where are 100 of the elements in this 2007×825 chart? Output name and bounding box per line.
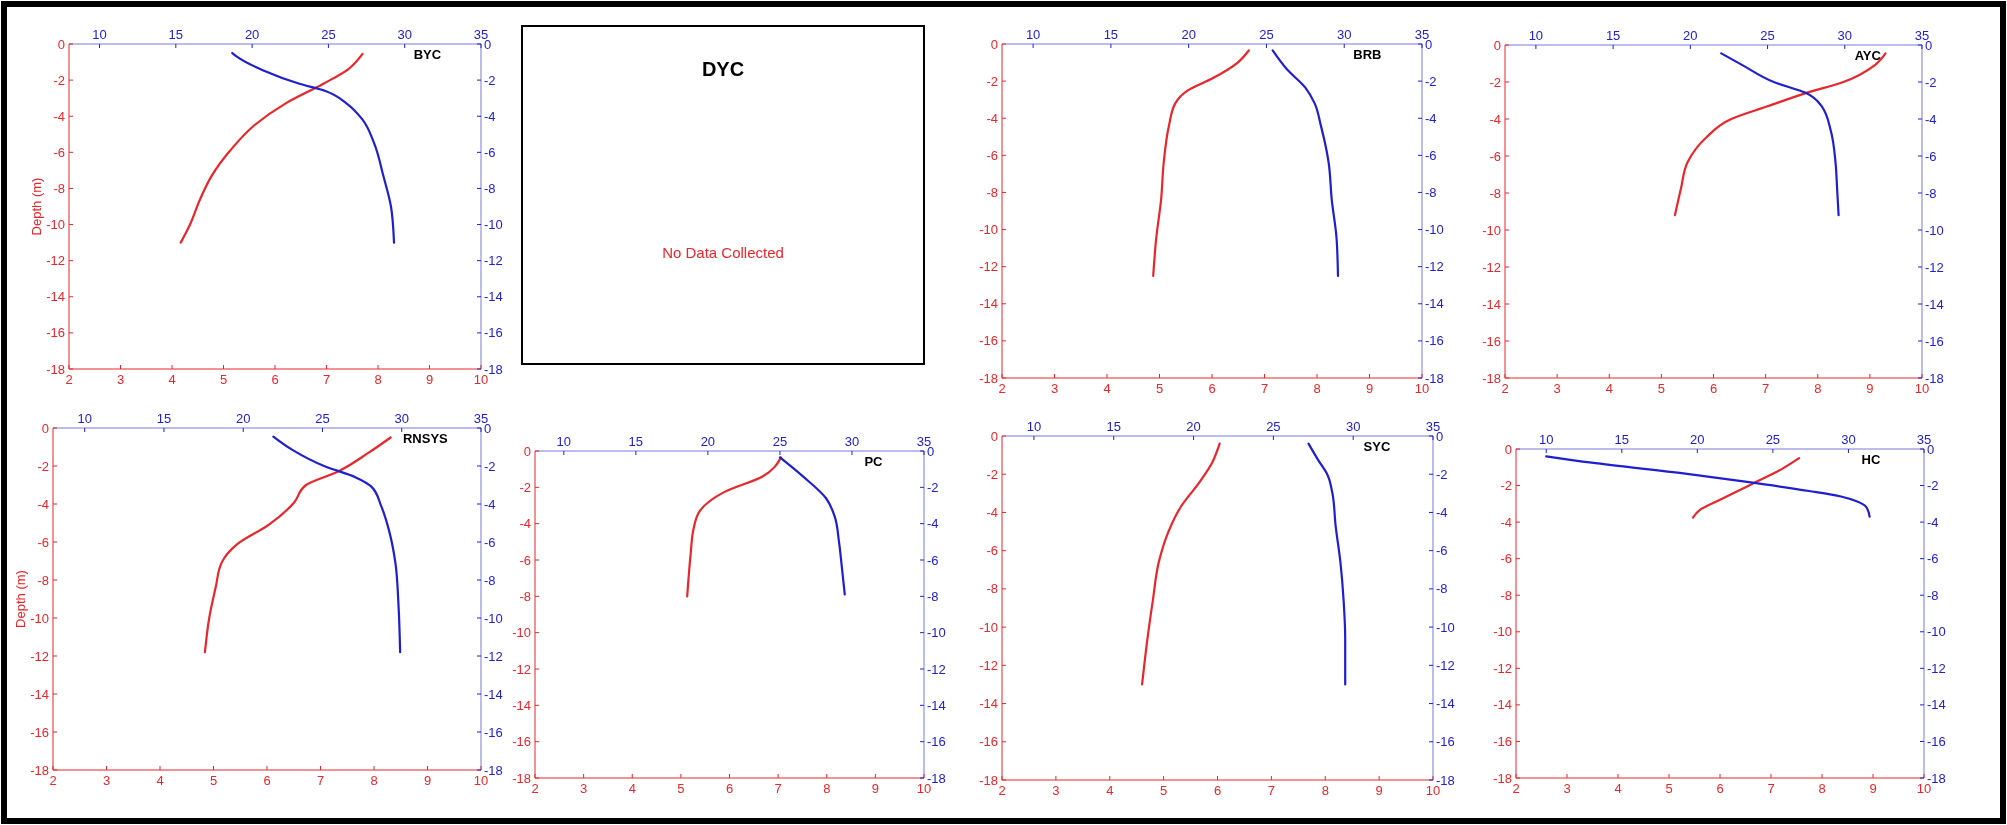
y-tick-label: -14 (30, 686, 49, 702)
y-tick-label: -10 (512, 625, 531, 641)
x2-tick-label: 10 (77, 411, 92, 426)
y-tick-label: -18 (46, 361, 65, 377)
y-tick-label: 0 (1504, 441, 1512, 457)
chart-title: BYC (413, 47, 442, 62)
x-tick-label: 4 (1605, 381, 1613, 396)
y-tick-label: -18 (1482, 370, 1501, 386)
x2-tick-label: 15 (1103, 27, 1119, 42)
y-tick-label: -18 (979, 772, 998, 788)
y-tick-label: -12 (1482, 259, 1501, 275)
x-tick-label: 3 (102, 773, 111, 788)
y-tick-label: -8 (1500, 587, 1512, 603)
x-tick-label: 8 (374, 372, 382, 387)
x2-tick-label: 25 (1765, 432, 1781, 447)
y-tick-label: -2 (1489, 74, 1501, 90)
x-tick-label: 6 (725, 781, 734, 796)
y-tick-label: -8 (1489, 185, 1501, 201)
x2-tick-label: 20 (244, 27, 260, 42)
x2-tick-label: 20 (1683, 28, 1698, 43)
x-tick-label: 5 (219, 372, 228, 387)
y-tick-label: -2 (37, 458, 49, 474)
x2-tick-label: 10 (1026, 419, 1042, 434)
x-tick-label: 9 (1866, 381, 1874, 396)
y2-tick-label: -6 (927, 552, 939, 568)
x2-tick-label: 25 (315, 411, 330, 426)
x-tick-label: 8 (823, 781, 831, 796)
x2-tick-label: 15 (156, 411, 172, 426)
x-tick-label: 10 (1916, 781, 1932, 796)
y2-tick-label: -4 (927, 516, 939, 532)
chart-title: PC (864, 454, 884, 469)
y-tick-label: -4 (37, 496, 49, 512)
y-tick-label: -4 (1489, 111, 1501, 127)
line-series (1673, 52, 1887, 217)
x-tick-label: 6 (271, 372, 279, 387)
y2-tick-label: -8 (1925, 185, 1937, 201)
y-tick-label: -6 (53, 144, 65, 160)
line-series (1691, 457, 1801, 519)
y-tick-label: -4 (519, 516, 531, 532)
y-tick-label: 0 (57, 36, 65, 52)
y2-tick-label: -8 (484, 180, 496, 196)
y2-tick-label: -6 (1927, 551, 1939, 567)
x2-tick-label: 25 (321, 27, 336, 42)
x2-tick-label: 25 (772, 434, 788, 449)
x-tick-label: 4 (1614, 781, 1622, 796)
x-tick-label: 6 (1716, 781, 1724, 796)
y-tick-label: 0 (1493, 37, 1501, 53)
x-tick-label: 7 (774, 781, 782, 796)
x-tick-label: 7 (1267, 783, 1275, 798)
x2-tick-label: 20 (1690, 432, 1705, 447)
x-tick-label: 3 (1052, 783, 1060, 798)
y2-tick-label: -10 (1927, 624, 1946, 640)
x-tick-label: 4 (168, 372, 176, 387)
x-tick-label: 8 (1321, 783, 1329, 798)
x2-tick-label: 10 (1528, 28, 1544, 43)
y-tick-label: -12 (30, 648, 49, 664)
y2-tick-label: -8 (1436, 581, 1448, 597)
y2-tick-label: -4 (1925, 111, 1937, 127)
x-tick-label: 7 (322, 372, 331, 387)
y-tick-label: -6 (1489, 148, 1501, 164)
y2-tick-label: -14 (1925, 296, 1944, 312)
y-tick-label: -4 (986, 110, 998, 126)
x-tick-label: 5 (1155, 381, 1164, 396)
y2-tick-label: -4 (1436, 504, 1448, 520)
y-tick-label: -14 (979, 696, 998, 712)
x-tick-label: 8 (370, 773, 378, 788)
x2-tick-label: 15 (1614, 432, 1630, 447)
x2-tick-label: 20 (1186, 419, 1201, 434)
y-tick-label: -2 (53, 72, 65, 88)
x2-tick-label: 15 (168, 27, 184, 42)
y-tick-label: -12 (512, 661, 531, 677)
x-tick-label: 8 (1814, 381, 1822, 396)
y2-tick-label: -6 (484, 534, 496, 550)
y-tick-label: -8 (519, 588, 531, 604)
x-tick-label: 10 (1414, 381, 1430, 396)
y2-tick-label: -14 (1927, 697, 1946, 713)
x-tick-label: 9 (1869, 781, 1877, 796)
x-tick-label: 2 (998, 783, 1006, 798)
y2-tick-label: -2 (484, 458, 496, 474)
y-tick-label: -10 (30, 610, 49, 626)
y-tick-label: -16 (979, 333, 998, 349)
y-tick-label: -10 (1493, 624, 1512, 640)
text: No Data Collected (662, 244, 784, 261)
x-tick-label: 3 (1563, 781, 1571, 796)
y-tick-label: -18 (30, 762, 49, 778)
x2-tick-label: 10 (1538, 432, 1554, 447)
x2-tick-label: 10 (556, 434, 572, 449)
line-series (1152, 49, 1250, 278)
y-axis-title: Depth (m) (29, 177, 44, 236)
y-tick-label: -4 (53, 108, 65, 124)
y2-tick-label: -16 (1925, 333, 1944, 349)
x-tick-label: 2 (998, 381, 1006, 396)
y2-tick-label: -16 (484, 724, 503, 740)
y-tick-label: -12 (1493, 660, 1512, 676)
x-tick-label: 2 (65, 372, 73, 387)
y2-tick-label: -12 (484, 253, 503, 269)
x-tick-label: 3 (1553, 381, 1561, 396)
y2-tick-label: -14 (1436, 696, 1455, 712)
y-tick-label: -2 (986, 466, 998, 482)
chart-title: AYC (1854, 48, 1882, 63)
